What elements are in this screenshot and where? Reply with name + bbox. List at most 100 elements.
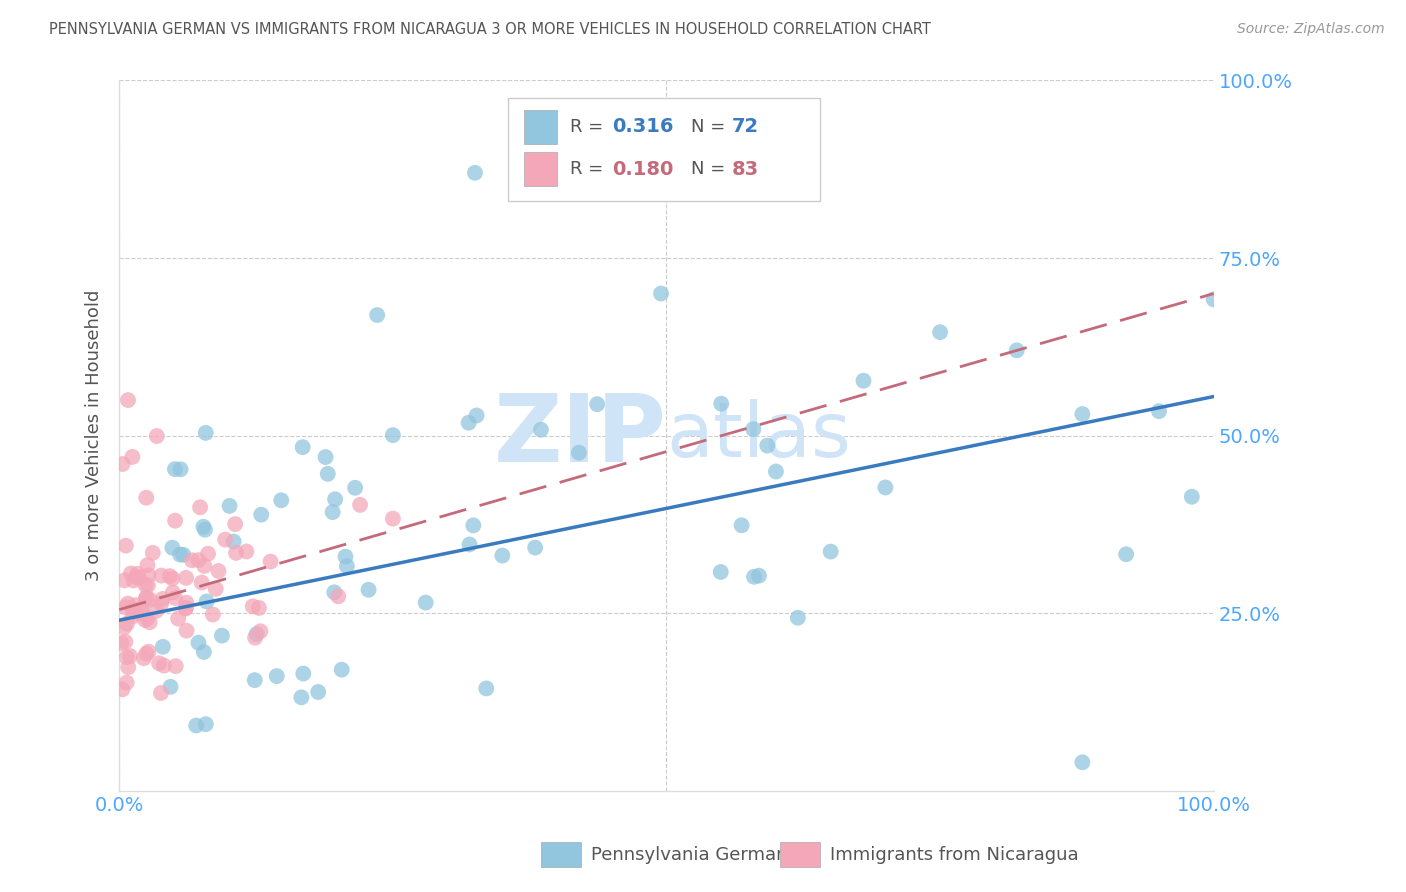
Point [524, 541, 547, 555]
Point [128, 570, 150, 584]
Point [142, 546, 165, 560]
Point [457, 416, 479, 430]
Point [464, 166, 486, 180]
Point [242, 599, 264, 614]
Point [114, 539, 136, 553]
Point [148, 657, 170, 671]
Text: 0.316: 0.316 [612, 117, 673, 136]
Point [765, 465, 787, 479]
Point [159, 569, 181, 583]
Point [112, 620, 135, 634]
Point [150, 597, 173, 611]
Point [322, 505, 344, 519]
Point [117, 393, 139, 408]
Point [197, 547, 219, 561]
Point [114, 635, 136, 649]
Point [366, 308, 388, 322]
Point [129, 603, 152, 617]
Point [115, 616, 138, 631]
Point [1115, 547, 1137, 561]
Point [292, 666, 315, 681]
Point [174, 571, 197, 585]
FancyBboxPatch shape [524, 110, 557, 144]
Point [1181, 490, 1204, 504]
Point [243, 631, 266, 645]
Point [115, 675, 138, 690]
Point [259, 555, 281, 569]
Point [316, 467, 339, 481]
Point [121, 450, 143, 464]
Point [111, 457, 134, 471]
Point [929, 325, 952, 339]
Point [465, 409, 488, 423]
FancyBboxPatch shape [508, 98, 820, 202]
Point [568, 445, 591, 459]
Text: Immigrants from Nicaragua: Immigrants from Nicaragua [830, 846, 1078, 863]
Text: 0.180: 0.180 [612, 160, 673, 178]
Point [415, 596, 437, 610]
Point [174, 601, 197, 615]
Point [188, 500, 211, 515]
Point [225, 546, 247, 560]
Point [135, 591, 157, 605]
Point [224, 517, 246, 532]
Point [162, 585, 184, 599]
Point [167, 612, 190, 626]
Point [204, 582, 226, 596]
Point [163, 462, 186, 476]
FancyBboxPatch shape [524, 153, 557, 186]
Point [176, 624, 198, 638]
Point [135, 591, 157, 606]
Point [136, 611, 159, 625]
Point [122, 602, 145, 616]
Point [138, 645, 160, 659]
Point [357, 582, 380, 597]
Point [463, 518, 485, 533]
Point [249, 624, 271, 639]
Text: ZIP: ZIP [494, 390, 666, 482]
Point [530, 423, 553, 437]
Point [650, 286, 672, 301]
Point [134, 613, 156, 627]
Point [187, 635, 209, 649]
Text: 83: 83 [733, 160, 759, 178]
Point [186, 718, 208, 732]
Point [117, 597, 139, 611]
Text: 72: 72 [733, 117, 759, 136]
Point [710, 565, 733, 579]
Point [458, 537, 481, 551]
Point [136, 558, 159, 573]
Point [135, 578, 157, 592]
Point [181, 553, 204, 567]
Point [586, 397, 609, 411]
Point [1005, 343, 1028, 358]
Point [110, 636, 132, 650]
Point [120, 566, 142, 581]
Point [1071, 407, 1094, 421]
Text: PENNSYLVANIA GERMAN VS IMMIGRANTS FROM NICARAGUA 3 OR MORE VEHICLES IN HOUSEHOLD: PENNSYLVANIA GERMAN VS IMMIGRANTS FROM N… [49, 22, 931, 37]
Point [165, 514, 187, 528]
Point [742, 570, 765, 584]
Point [243, 673, 266, 687]
Point [756, 439, 779, 453]
Point [114, 600, 136, 615]
Point [742, 422, 765, 436]
Point [291, 440, 314, 454]
Point [349, 498, 371, 512]
Point [193, 645, 215, 659]
Point [131, 601, 153, 615]
Point [194, 523, 217, 537]
Text: Source: ZipAtlas.com: Source: ZipAtlas.com [1237, 22, 1385, 37]
Point [194, 425, 217, 440]
Point [336, 559, 359, 574]
Point [149, 686, 172, 700]
Point [475, 681, 498, 696]
Point [222, 534, 245, 549]
Point [245, 627, 267, 641]
Point [139, 592, 162, 607]
Point [162, 572, 184, 586]
Point [124, 598, 146, 612]
Point [748, 568, 770, 582]
Point [135, 647, 157, 661]
Point [153, 658, 176, 673]
